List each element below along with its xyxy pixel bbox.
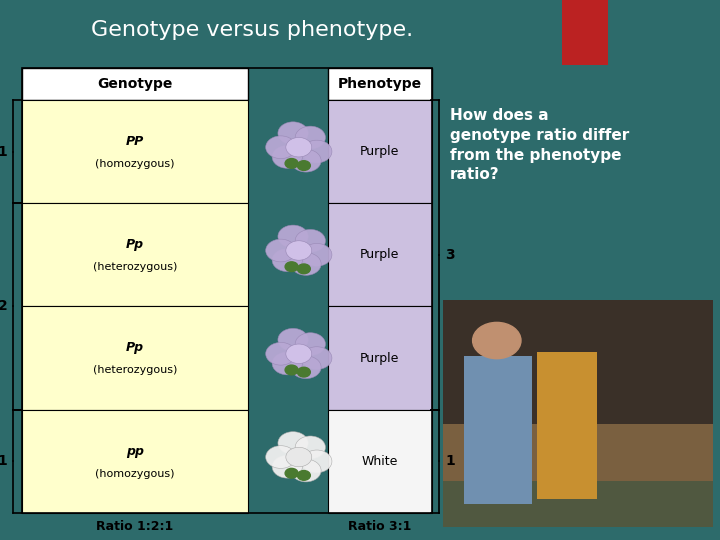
Bar xyxy=(22,100,248,203)
Text: 3: 3 xyxy=(445,248,454,262)
Circle shape xyxy=(295,436,325,458)
Circle shape xyxy=(272,146,302,168)
Bar xyxy=(22,68,432,513)
Circle shape xyxy=(285,468,298,478)
Circle shape xyxy=(286,344,312,363)
Bar xyxy=(328,68,432,100)
Text: Ratio 3:1: Ratio 3:1 xyxy=(348,520,412,533)
Circle shape xyxy=(302,140,332,163)
Text: Phenotype: Phenotype xyxy=(338,77,422,91)
Circle shape xyxy=(297,264,310,274)
Circle shape xyxy=(291,459,321,482)
Circle shape xyxy=(266,342,296,365)
Circle shape xyxy=(285,365,298,375)
Bar xyxy=(328,203,432,306)
Circle shape xyxy=(295,333,325,355)
Text: (heterozygous): (heterozygous) xyxy=(93,262,177,272)
Circle shape xyxy=(297,470,310,480)
Circle shape xyxy=(285,262,298,272)
Text: Pp: Pp xyxy=(126,341,144,354)
Circle shape xyxy=(472,322,521,359)
Circle shape xyxy=(278,431,308,454)
Text: Ratio 1:2:1: Ratio 1:2:1 xyxy=(96,520,174,533)
Bar xyxy=(22,203,248,306)
Circle shape xyxy=(286,138,312,157)
Bar xyxy=(562,0,608,65)
Circle shape xyxy=(286,447,312,467)
Text: 1: 1 xyxy=(0,145,7,159)
Text: (homozygous): (homozygous) xyxy=(95,469,175,479)
Bar xyxy=(22,68,248,100)
Circle shape xyxy=(291,253,321,275)
Text: Purple: Purple xyxy=(360,145,400,158)
Circle shape xyxy=(291,356,321,379)
Text: How does a
genotype ratio differ
from the phenotype
ratio?: How does a genotype ratio differ from th… xyxy=(450,108,629,183)
Text: 1: 1 xyxy=(445,454,455,468)
Circle shape xyxy=(278,122,308,145)
Circle shape xyxy=(297,367,310,377)
Circle shape xyxy=(266,136,296,159)
Bar xyxy=(443,481,713,526)
Circle shape xyxy=(285,159,298,168)
Text: (homozygous): (homozygous) xyxy=(95,159,175,169)
Circle shape xyxy=(302,347,332,369)
Bar xyxy=(464,356,532,504)
Text: Genotype versus phenotype.: Genotype versus phenotype. xyxy=(91,19,413,40)
Circle shape xyxy=(295,126,325,149)
Bar xyxy=(328,410,432,513)
Circle shape xyxy=(278,225,308,248)
Circle shape xyxy=(295,230,325,252)
Bar xyxy=(537,352,597,500)
Bar xyxy=(328,100,432,203)
Circle shape xyxy=(266,239,296,262)
Bar xyxy=(22,410,248,513)
Text: Purple: Purple xyxy=(360,248,400,261)
Bar xyxy=(443,300,713,526)
Circle shape xyxy=(291,150,321,172)
Text: Genotype: Genotype xyxy=(97,77,173,91)
Text: Pp: Pp xyxy=(126,238,144,251)
Circle shape xyxy=(266,446,296,468)
Text: (heterozygous): (heterozygous) xyxy=(93,366,177,375)
Circle shape xyxy=(278,328,308,351)
Text: 1: 1 xyxy=(0,454,7,468)
Circle shape xyxy=(286,241,312,260)
Circle shape xyxy=(272,455,302,478)
Circle shape xyxy=(297,161,310,171)
Bar xyxy=(443,300,713,424)
Text: Purple: Purple xyxy=(360,352,400,365)
Bar xyxy=(328,306,432,410)
Circle shape xyxy=(272,352,302,375)
Text: PP: PP xyxy=(126,134,144,148)
Circle shape xyxy=(272,249,302,272)
Circle shape xyxy=(302,244,332,266)
Text: 2: 2 xyxy=(0,300,7,313)
Text: White: White xyxy=(361,455,398,468)
Bar xyxy=(22,306,248,410)
Circle shape xyxy=(302,450,332,472)
Text: pp: pp xyxy=(126,444,144,457)
